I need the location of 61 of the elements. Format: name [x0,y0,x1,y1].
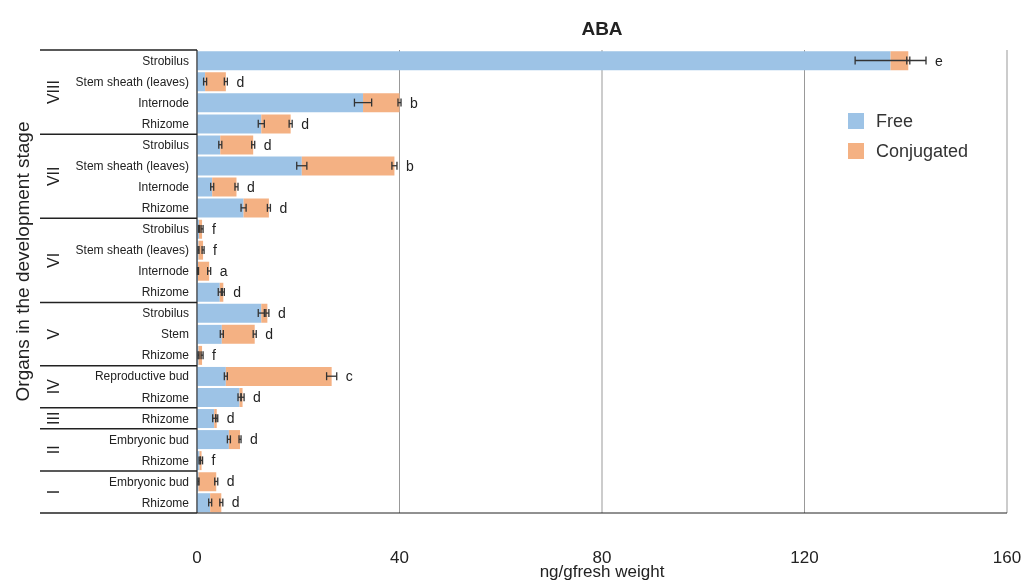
data-label: d [301,115,309,132]
y-tick-label: Stem sheath (leaves) [75,159,189,174]
y-tick-label: Rhizome [141,390,190,405]
y-tick-label: Rhizome [141,201,190,216]
text: VIII [45,80,63,105]
data-label: d [247,178,255,195]
y-tick-label: Rhizome [141,411,190,426]
data-label: f [213,241,218,258]
y-tick-label: Strobilus [142,137,189,152]
y-tick-label: Reproductive bud [94,369,189,384]
legend-label: Free [876,110,914,132]
data-label: d [263,136,272,153]
data-label: b [405,157,414,174]
data-label: d [277,305,286,322]
data-label: d [233,284,242,301]
data-label: d [265,326,274,343]
text: II [45,445,63,455]
x-tick-label: 0 [192,548,202,568]
data-label: d [236,73,245,90]
y-tick-label: Embryonic bud [108,474,189,489]
text: VI [45,252,63,269]
data-label: f [212,220,217,237]
y-tick-label: Internode [138,180,190,195]
legend-label: Conjugated [876,140,969,162]
y-tick-label: Rhizome [141,116,190,131]
data-label: f [211,452,216,469]
data-label: d [250,431,258,448]
text: IV [45,378,63,395]
y-tick-label: Internode [138,95,190,110]
x-tick-label: 120 [790,548,819,568]
text: V [45,328,63,340]
y-tick-label: Internode [138,264,190,279]
data-label: d [226,473,235,490]
x-tick-label: 40 [390,548,409,568]
y-tick-label: Stem [160,327,189,342]
y-tick-label: Rhizome [141,285,190,300]
text: VII [45,166,63,187]
x-axis-title: ng/gfresh weight [539,562,665,581]
y-tick-label: Rhizome [141,348,190,363]
y-tick-label: Rhizome [141,453,190,468]
data-label: e [935,52,943,69]
y-tick-label: Stem sheath (leaves) [75,243,189,258]
data-label: a [219,262,228,279]
data-label: b [410,94,419,111]
y-tick-label: Strobilus [142,222,189,237]
data-label: d [253,389,261,406]
data-label: f [212,347,217,364]
x-tick-label: 160 [992,548,1022,568]
chart-title: ABA [580,18,624,40]
y-tick-label: Rhizome [141,495,190,510]
data-label: d [226,410,235,427]
y-axis-title: Organs in the development stage [11,121,33,402]
y-tick-label: Stem sheath (leaves) [75,74,189,89]
y-tick-label: Strobilus [142,306,189,321]
y-tick-label: Embryonic bud [108,432,189,447]
data-label: d [279,199,288,216]
data-label: d [231,494,240,511]
text: III [45,411,63,425]
y-tick-label: Strobilus [142,53,189,68]
data-label: c [345,368,353,385]
text: I [45,489,63,495]
